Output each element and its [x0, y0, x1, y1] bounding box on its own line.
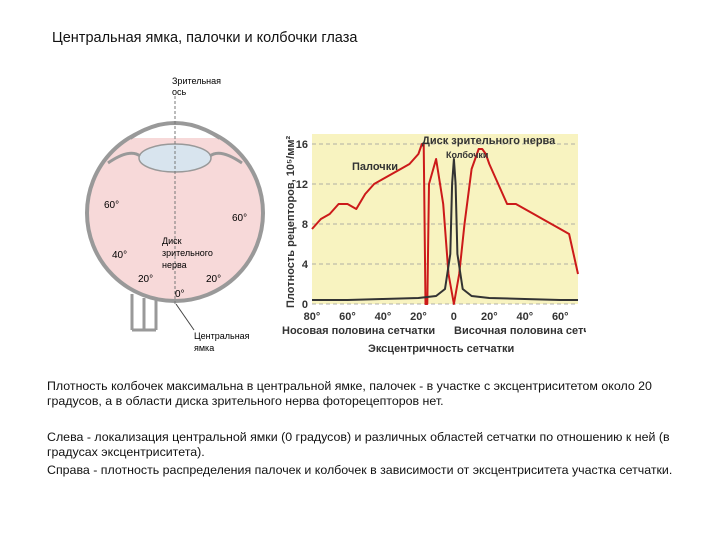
optic-disc-label-3: нерва — [162, 260, 187, 270]
x-tick-label: 20° — [481, 311, 498, 323]
y-axis-label: Плотность рецепторов, 10⁵/мм² — [285, 136, 297, 308]
y-tick-label: 12 — [296, 179, 308, 191]
x-tick-label: 0 — [451, 311, 457, 323]
optic-nerve — [130, 294, 158, 332]
caption-density: Плотность колбочек максимальна в централ… — [47, 379, 652, 408]
visual-axis-label-1: Зрительная — [172, 76, 221, 86]
x-tick-label: 40° — [375, 311, 392, 323]
x-tick-label: 20° — [410, 311, 427, 323]
caption-left: Слева - локализация центральной ямки (0 … — [47, 430, 670, 459]
degree-label: 0° — [175, 289, 185, 300]
x-axis-label: Эксцентричность сетчатки — [368, 343, 514, 355]
y-tick-label: 8 — [302, 219, 308, 231]
annotation-optic-disc: Диск зрительного нерва — [422, 135, 556, 147]
series-line-rods — [311, 143, 579, 305]
fovea-pointer — [175, 303, 195, 331]
fovea-label-1: Центральная — [194, 331, 250, 341]
x-half-label-temporal: Височная половина сетчатки — [454, 325, 586, 337]
x-tick-label: 80° — [304, 311, 321, 323]
degree-label: 20° — [206, 274, 221, 285]
degree-label: 20° — [138, 274, 153, 285]
degree-label: 60° — [232, 213, 247, 224]
x-tick-label: 40° — [516, 311, 533, 323]
chart-svg: 0 4 8 12 16 80° 60° 40° 20° 0 20° 40° 60° Плотность… — [282, 134, 614, 355]
visual-axis-label-2: ось — [172, 87, 187, 97]
caption-right: Справа - плотность распределения палочек… — [47, 463, 673, 477]
y-tick-label: 0 — [302, 299, 308, 311]
fovea-label-2: ямка — [194, 343, 214, 353]
x-half-label-nasal: Носовая половина сетчатки — [282, 325, 435, 337]
annotation-cones: Колбочки — [446, 150, 488, 160]
x-tick-label: 60° — [552, 311, 569, 323]
annotation-rods: Палочки — [352, 161, 398, 173]
degree-label: 40° — [112, 250, 127, 261]
degree-label: 60° — [104, 200, 119, 211]
ciliary-body — [107, 151, 243, 165]
optic-disc-label-2: зрительного — [162, 248, 213, 258]
cornea — [128, 121, 222, 140]
y-tick-label: 4 — [302, 259, 309, 271]
y-tick-label: 16 — [296, 139, 308, 151]
eye-diagram: Зрительная ось Диск зрительного нерва Це… — [70, 68, 280, 368]
eye-svg: Зрительная ось Диск зрительного нерва Це… — [85, 76, 265, 353]
page-title: Центральная ямка, палочки и колбочки гла… — [52, 30, 358, 46]
series-line-cones — [312, 158, 578, 301]
optic-disc-label-1: Диск — [162, 236, 182, 246]
x-tick-label: 60° — [339, 311, 356, 323]
density-chart: 0 4 8 12 16 80° 60° 40° 20° 0 20° 40° 60° Плотность… — [276, 128, 614, 358]
